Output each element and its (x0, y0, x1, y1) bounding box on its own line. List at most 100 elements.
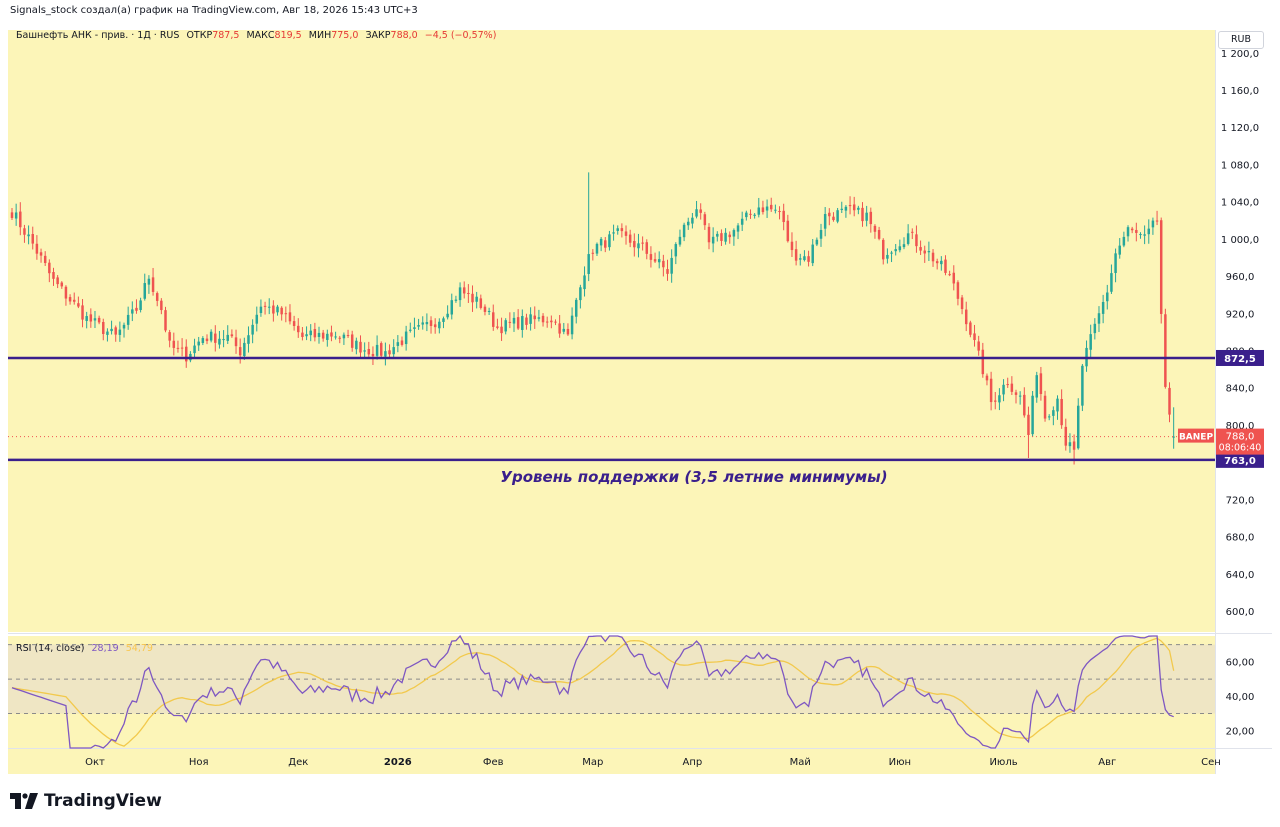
candle (844, 205, 848, 218)
candle (462, 281, 466, 299)
candle (1159, 217, 1163, 324)
candle (226, 325, 229, 345)
candle (861, 202, 864, 227)
candle-body (475, 296, 478, 302)
candle (176, 340, 180, 353)
candle (782, 203, 785, 231)
candle-body (429, 320, 433, 327)
candles-group (10, 172, 1175, 465)
candle-body (313, 328, 317, 338)
candle-body (761, 207, 765, 213)
candle-body (483, 306, 487, 312)
candle (234, 329, 238, 354)
candle-body (977, 341, 980, 351)
candle-body (774, 209, 777, 211)
candle (902, 237, 906, 250)
candle (238, 338, 242, 364)
currency-selector[interactable]: RUB (1218, 31, 1264, 49)
time-tick-label: Апр (683, 757, 703, 768)
candle (1114, 248, 1117, 283)
candle (1126, 225, 1130, 242)
candle-body (703, 214, 707, 226)
candle (960, 294, 964, 315)
candle (774, 204, 777, 214)
candle (326, 329, 329, 347)
candle (321, 329, 325, 342)
candle (346, 329, 350, 338)
candle (537, 309, 541, 322)
candle (255, 306, 259, 332)
candle-body (247, 335, 250, 344)
candle (35, 235, 39, 260)
candle-body (1023, 394, 1026, 416)
time-tick-label: Май (790, 757, 811, 768)
candle (890, 250, 893, 263)
candle-body (375, 344, 379, 356)
candle (1018, 391, 1022, 405)
candle-body (815, 239, 819, 245)
candle (114, 325, 117, 342)
candle (438, 318, 441, 334)
candle-body (1056, 398, 1059, 412)
candle (147, 275, 151, 294)
candle (27, 225, 30, 245)
time-tick-label: Сен (1201, 757, 1221, 768)
candle (641, 236, 644, 251)
candle (297, 318, 300, 338)
candle (172, 332, 176, 356)
candle-body (471, 293, 474, 303)
rsi-label: RSI (14, close) (16, 643, 85, 654)
candle-body (894, 249, 897, 252)
candle (1039, 366, 1043, 401)
candle-body (330, 332, 333, 337)
candle (1168, 382, 1171, 423)
candle (267, 298, 271, 315)
price-tick-label: 680,0 (1226, 533, 1255, 544)
candle (317, 326, 321, 344)
candle-body (438, 321, 441, 329)
candle-body (272, 305, 275, 314)
candle-body (201, 338, 205, 343)
candle-body (305, 334, 308, 337)
candle-body (657, 259, 661, 263)
level-price-label: 872,5 (1216, 349, 1264, 366)
last-price-tag: 788,008:06:40 BANEP (1178, 428, 1264, 455)
candle-body (392, 347, 395, 355)
price-tick-label: 1 040,0 (1221, 198, 1259, 209)
candle (1031, 390, 1034, 438)
candle-body (529, 314, 532, 324)
candle-body (724, 232, 727, 242)
candle (989, 371, 993, 411)
time-tick-label: Окт (85, 757, 105, 768)
candle (330, 325, 333, 342)
candle (1035, 371, 1038, 403)
candle (19, 202, 22, 236)
candlestick-chart[interactable]: Уровень поддержки (3,5 летние минимумы) 1… (8, 24, 1272, 776)
candle-body (948, 274, 951, 276)
candle (350, 330, 354, 352)
rsi-tick-label: 20,00 (1226, 726, 1255, 737)
candle-body (205, 338, 209, 342)
candle-body (890, 252, 893, 254)
candle (587, 172, 590, 282)
candle-body (446, 313, 449, 318)
candle (81, 299, 84, 328)
candle (243, 337, 246, 360)
candle (799, 253, 802, 266)
support-level-annotation: Уровень поддержки (3,5 летние минимумы) (500, 468, 887, 486)
candle-body (267, 306, 271, 308)
candle (550, 315, 553, 329)
candle-body (857, 207, 860, 210)
candle (284, 306, 288, 323)
candle (1164, 308, 1167, 389)
candle (1027, 406, 1030, 459)
candle-body (823, 214, 827, 229)
candle (691, 212, 694, 229)
candle (545, 316, 549, 328)
candle-body (280, 307, 283, 315)
candle-body (1072, 441, 1076, 450)
candle (371, 346, 375, 365)
candle (39, 248, 43, 263)
candle-body (462, 287, 466, 294)
candle-body (454, 299, 458, 301)
